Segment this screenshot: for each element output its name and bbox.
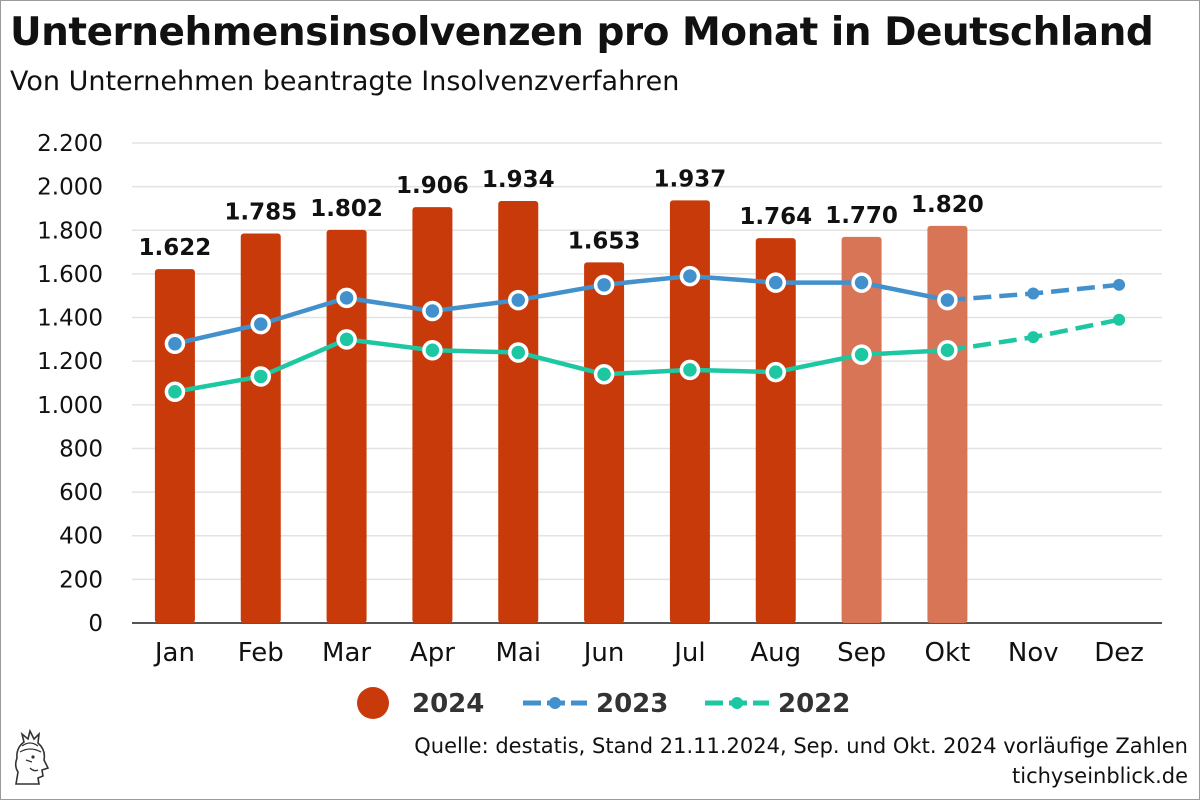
x-tick-label: Mai bbox=[495, 638, 541, 668]
data-point-2023 bbox=[851, 272, 872, 293]
data-point-2022 bbox=[336, 329, 357, 350]
bar-2024 bbox=[841, 236, 882, 623]
x-tick-label: Jun bbox=[582, 638, 625, 668]
data-point-2023 bbox=[1113, 278, 1126, 291]
data-label-2024: 1.934 bbox=[482, 167, 555, 193]
tichys-einblick-logo-icon bbox=[8, 728, 54, 792]
y-tick-label: 2.000 bbox=[37, 175, 103, 201]
data-point-2022 bbox=[508, 342, 529, 363]
data-point-2022 bbox=[937, 340, 958, 361]
bar-2024 bbox=[498, 201, 539, 623]
data-point-2022 bbox=[851, 344, 872, 365]
data-point-2023 bbox=[765, 272, 786, 293]
x-tick-label: Okt bbox=[925, 638, 971, 668]
bar-2024 bbox=[240, 233, 281, 623]
bar-2024 bbox=[412, 207, 453, 624]
chart-title: Unternehmensinsolvenzen pro Monat in Deu… bbox=[10, 10, 1154, 55]
data-label-2024: 1.906 bbox=[396, 173, 469, 199]
y-tick-label: 400 bbox=[59, 524, 103, 550]
data-label-2024: 1.785 bbox=[224, 200, 297, 226]
data-label-2024: 1.653 bbox=[568, 228, 641, 254]
data-point-2022 bbox=[422, 340, 443, 361]
data-point-2023 bbox=[250, 313, 271, 335]
series-line-2022 bbox=[174, 337, 948, 394]
x-tick-label: Jul bbox=[672, 638, 705, 668]
y-tick-label: 1.200 bbox=[37, 349, 103, 375]
y-tick-label: 600 bbox=[59, 480, 103, 506]
data-label-2024: 1.802 bbox=[310, 196, 383, 222]
x-tick-label: Feb bbox=[238, 638, 284, 668]
bar-2024 bbox=[669, 200, 710, 623]
y-tick-label: 2.200 bbox=[37, 131, 103, 157]
data-point-2023 bbox=[593, 274, 615, 296]
source-note: Quelle: destatis, Stand 21.11.2024, Sep.… bbox=[414, 734, 1188, 758]
bar-2024 bbox=[584, 262, 625, 623]
y-tick-label: 200 bbox=[59, 567, 103, 593]
data-label-2024: 1.770 bbox=[825, 203, 898, 229]
bar-2024 bbox=[154, 269, 195, 623]
data-label-2024: 1.937 bbox=[654, 166, 727, 192]
data-point-2023 bbox=[508, 289, 529, 311]
data-point-2023 bbox=[937, 289, 958, 311]
x-tick-label: Mar bbox=[322, 638, 371, 668]
legend-label-2022: 2022 bbox=[778, 689, 850, 719]
legend-label-2023: 2023 bbox=[596, 689, 668, 719]
data-label-2024: 1.820 bbox=[911, 192, 984, 218]
y-tick-label: 1.400 bbox=[37, 306, 103, 332]
data-point-2023 bbox=[1027, 287, 1040, 300]
y-tick-label: 1.800 bbox=[37, 218, 103, 244]
data-point-2023 bbox=[422, 300, 443, 322]
bar-2024 bbox=[326, 229, 367, 623]
x-tick-label: Dez bbox=[1094, 638, 1144, 668]
legend-label-2024: 2024 bbox=[412, 689, 484, 719]
bar-2024 bbox=[755, 238, 796, 624]
data-point-2023 bbox=[336, 287, 357, 309]
x-tick-label: Apr bbox=[410, 638, 455, 668]
series-line-2023 bbox=[174, 273, 948, 346]
y-tick-label: 1.600 bbox=[37, 262, 103, 288]
data-label-2024: 1.764 bbox=[739, 204, 812, 230]
site-credit: tichyseinblick.de bbox=[1012, 764, 1188, 788]
data-point-2023 bbox=[164, 333, 186, 354]
y-tick-label: 800 bbox=[59, 436, 103, 462]
chart-subtitle: Von Unternehmen beantragte Insolvenzverf… bbox=[10, 66, 680, 97]
legend-marker-2024 bbox=[357, 687, 389, 719]
data-point-2022 bbox=[679, 359, 701, 381]
data-point-2022 bbox=[164, 381, 186, 402]
data-point-2022 bbox=[593, 364, 615, 385]
y-tick-label: 0 bbox=[88, 611, 103, 637]
data-point-2022 bbox=[765, 361, 786, 383]
legend-marker-2022 bbox=[731, 697, 743, 709]
data-label-2024: 1.622 bbox=[139, 235, 212, 261]
x-tick-label: Aug bbox=[750, 638, 801, 668]
y-tick-label: 1.000 bbox=[37, 393, 103, 419]
data-point-2023 bbox=[679, 265, 701, 287]
bar-2024 bbox=[927, 225, 968, 623]
data-point-2022 bbox=[250, 366, 271, 387]
legend-marker-2023 bbox=[549, 697, 561, 709]
x-tick-label: Nov bbox=[1008, 638, 1059, 668]
data-point-2022 bbox=[1027, 331, 1040, 344]
data-point-2022 bbox=[1113, 313, 1126, 326]
x-tick-label: Sep bbox=[837, 638, 886, 668]
x-tick-label: Jan bbox=[153, 638, 195, 668]
